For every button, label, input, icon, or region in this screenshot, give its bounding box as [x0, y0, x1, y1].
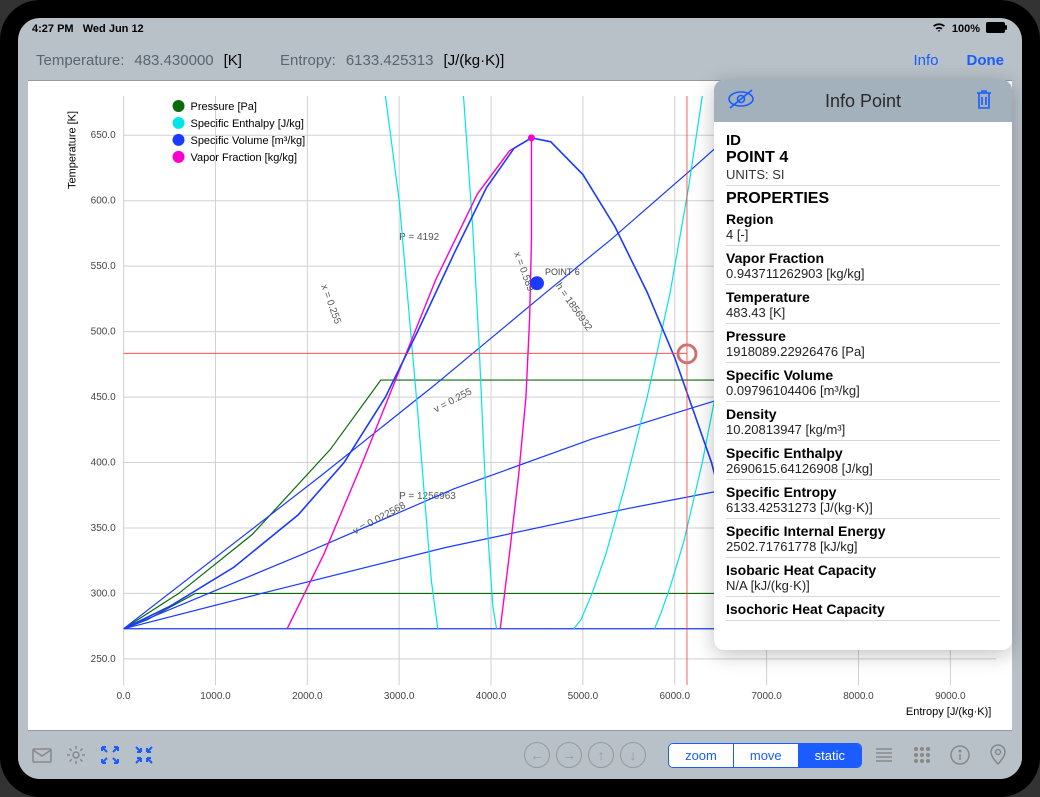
arrow-left-button[interactable]: ←: [524, 742, 550, 768]
svg-text:7000.0: 7000.0: [751, 691, 782, 702]
info-panel-header: Info Point: [714, 80, 1012, 122]
svg-text:250.0: 250.0: [91, 654, 116, 665]
prop-value: 0.943711262903 [kg/kg]: [726, 266, 1000, 281]
prop-value: 2502.71761778 [kJ/kg]: [726, 539, 1000, 554]
expand-icon[interactable]: [98, 743, 122, 767]
prop-label: Specific Enthalpy: [726, 445, 1000, 461]
prop-value: 483.43 [K]: [726, 305, 1000, 320]
svg-text:600.0: 600.0: [91, 196, 116, 207]
svg-text:9000.0: 9000.0: [935, 691, 966, 702]
prop-label: Pressure: [726, 328, 1000, 344]
prop-label: Specific Internal Energy: [726, 523, 1000, 539]
prop-label: Isobaric Heat Capacity: [726, 562, 1000, 578]
info-panel-title: Info Point: [825, 91, 901, 112]
svg-text:v = 0.255: v = 0.255: [432, 386, 474, 415]
svg-text:h = 1856932: h = 1856932: [553, 281, 594, 333]
mode-move-button[interactable]: move: [734, 744, 799, 767]
prop-label: Temperature: [726, 289, 1000, 305]
location-icon[interactable]: [986, 743, 1010, 767]
gear-icon[interactable]: [64, 743, 88, 767]
tablet-frame: 4:27 PM Wed Jun 12 100% Temperature: 483…: [0, 0, 1040, 797]
mail-icon[interactable]: [30, 743, 54, 767]
info-point-panel: Info Point ID POINT 4 UNITS: SI PROPERTI…: [714, 80, 1012, 650]
svg-text:350.0: 350.0: [91, 523, 116, 534]
screen: 4:27 PM Wed Jun 12 100% Temperature: 483…: [18, 18, 1022, 779]
prop-label: Density: [726, 406, 1000, 422]
svg-text:650.0: 650.0: [91, 130, 116, 141]
info-link[interactable]: Info: [913, 52, 938, 69]
svg-text:5000.0: 5000.0: [568, 691, 599, 702]
svg-text:Specific Volume [m³/kg]: Specific Volume [m³/kg]: [191, 135, 306, 147]
svg-text:8000.0: 8000.0: [843, 691, 874, 702]
arrow-right-button[interactable]: →: [556, 742, 582, 768]
header-bar: Temperature: 483.430000 [K] Entropy: 613…: [18, 40, 1022, 80]
prop-value: 4 [-]: [726, 227, 1000, 242]
prop-label: Region: [726, 211, 1000, 227]
entropy-label: Entropy:: [280, 52, 336, 69]
prop-label: Isochoric Heat Capacity: [726, 601, 1000, 617]
info-icon[interactable]: [948, 743, 972, 767]
svg-text:Vapor Fraction [kg/kg]: Vapor Fraction [kg/kg]: [191, 152, 297, 164]
temp-value: 483.430000: [134, 52, 213, 69]
mode-selector: zoommovestatic: [668, 743, 862, 768]
prop-value: 2690615.64126908 [J/kg]: [726, 461, 1000, 476]
svg-text:4000.0: 4000.0: [476, 691, 507, 702]
svg-text:0.0: 0.0: [117, 691, 131, 702]
prop-value: N/A [kJ/(kg·K)]: [726, 578, 1000, 593]
arrow-navigation: ← → ↑ ↓: [524, 742, 646, 768]
entropy-unit: [J/(kg·K)]: [443, 52, 504, 69]
contract-icon[interactable]: [132, 743, 156, 767]
point-id: POINT 4: [726, 149, 1000, 167]
done-link[interactable]: Done: [967, 52, 1005, 69]
arrow-down-button[interactable]: ↓: [620, 742, 646, 768]
prop-label: Specific Entropy: [726, 484, 1000, 500]
prop-value: 10.20813947 [kg/m³]: [726, 422, 1000, 437]
svg-text:450.0: 450.0: [91, 392, 116, 403]
svg-text:500.0: 500.0: [91, 327, 116, 338]
svg-text:Pressure [Pa]: Pressure [Pa]: [191, 101, 257, 113]
prop-value: 1918089.22926476 [Pa]: [726, 344, 1000, 359]
prop-label: Vapor Fraction: [726, 250, 1000, 266]
mode-static-button[interactable]: static: [799, 744, 861, 767]
properties-heading: PROPERTIES: [726, 190, 1000, 208]
battery-icon: [986, 22, 1008, 36]
visibility-icon[interactable]: [726, 88, 752, 114]
temp-label: Temperature:: [36, 52, 124, 69]
svg-text:2000.0: 2000.0: [292, 691, 323, 702]
units-line: UNITS: SI: [726, 167, 1000, 182]
prop-value: 0.09796104406 [m³/kg]: [726, 383, 1000, 398]
grid-icon[interactable]: [910, 743, 934, 767]
bottom-toolbar: ← → ↑ ↓ zoommovestatic: [18, 731, 1022, 779]
svg-text:300.0: 300.0: [91, 588, 116, 599]
svg-text:1000.0: 1000.0: [200, 691, 231, 702]
svg-text:Temperature [K]: Temperature [K]: [67, 111, 79, 189]
svg-text:x = 0.255: x = 0.255: [318, 283, 343, 326]
svg-text:Entropy [J/(kg·K)]: Entropy [J/(kg·K)]: [906, 706, 991, 718]
arrow-up-button[interactable]: ↑: [588, 742, 614, 768]
entropy-value: 6133.425313: [346, 52, 434, 69]
status-time: 4:27 PM: [32, 23, 74, 35]
mode-zoom-button[interactable]: zoom: [669, 744, 734, 767]
svg-text:3000.0: 3000.0: [384, 691, 415, 702]
prop-value: 6133.42531273 [J/(kg·K)]: [726, 500, 1000, 515]
trash-icon[interactable]: [974, 88, 1000, 114]
list-icon[interactable]: [872, 743, 896, 767]
svg-text:400.0: 400.0: [91, 458, 116, 469]
battery-pct: 100%: [952, 23, 980, 35]
info-panel-body[interactable]: ID POINT 4 UNITS: SI PROPERTIES Region4 …: [714, 122, 1012, 650]
svg-text:6000.0: 6000.0: [660, 691, 691, 702]
prop-label: Specific Volume: [726, 367, 1000, 383]
svg-text:Specific Enthalpy [J/kg]: Specific Enthalpy [J/kg]: [191, 118, 304, 130]
status-bar: 4:27 PM Wed Jun 12 100%: [18, 18, 1022, 40]
status-date: Wed Jun 12: [83, 23, 144, 35]
svg-text:P = 4192: P = 4192: [399, 232, 439, 243]
svg-text:550.0: 550.0: [91, 261, 116, 272]
wifi-icon: [932, 22, 946, 36]
svg-text:POINT 6: POINT 6: [545, 267, 580, 277]
temp-unit: [K]: [224, 52, 242, 69]
id-heading: ID: [726, 132, 1000, 149]
